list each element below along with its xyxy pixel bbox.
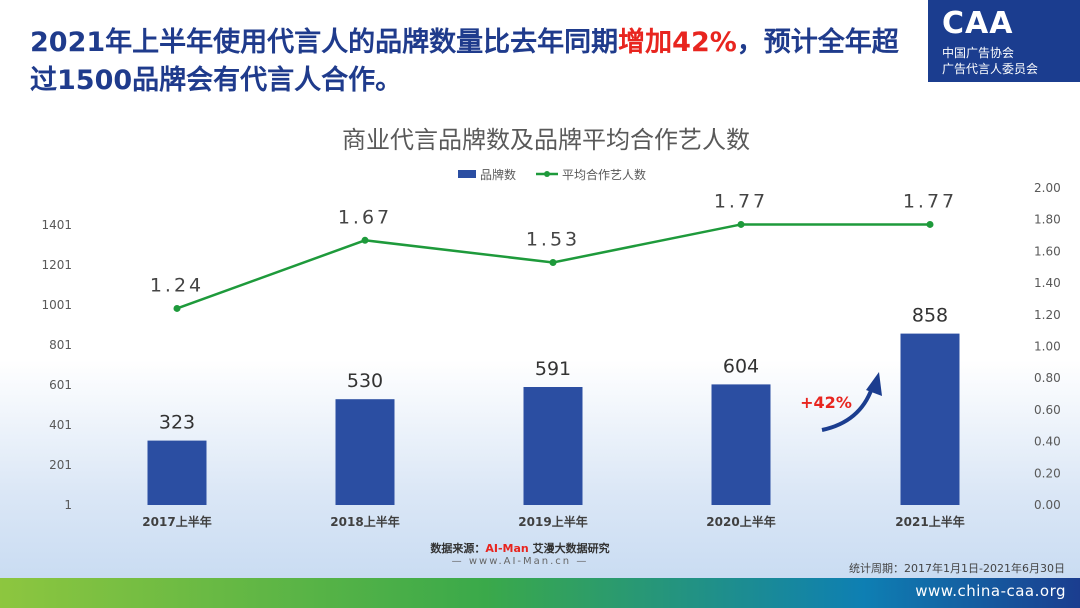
- legend-swatch-bar: [458, 170, 476, 178]
- left-tick-label: 1401: [41, 218, 72, 232]
- x-tick-label: 2017上半年: [142, 514, 211, 529]
- caa-logo: CAA 中国广告协会 广告代言人委员会: [928, 0, 1080, 82]
- right-tick-label: 1.80: [1034, 213, 1061, 227]
- growth-arrow-icon: [821, 387, 874, 432]
- chart-legend: 品牌数 平均合作艺人数: [458, 167, 646, 182]
- source-prefix: 数据来源：: [430, 542, 486, 555]
- left-tick-label: 401: [49, 418, 72, 432]
- logo-line-2: 广告代言人委员会: [942, 62, 1039, 76]
- right-tick-label: 2.00: [1034, 181, 1061, 195]
- bar-value-label: 858: [912, 305, 948, 327]
- logo-line-1: 中国广告协会: [942, 46, 1015, 60]
- line-point: [361, 236, 369, 244]
- line-point: [173, 304, 181, 312]
- right-tick-label: 0.00: [1034, 498, 1061, 512]
- bar: [900, 333, 960, 505]
- x-tick-label: 2020上半年: [706, 514, 775, 529]
- line-value-label: 1.67: [338, 206, 392, 228]
- left-tick-label: 1: [64, 498, 72, 512]
- line-point: [926, 220, 934, 228]
- data-source: 数据来源：AI-Man 艾漫大数据研究: [420, 540, 620, 556]
- bar-value-label: 530: [347, 370, 383, 392]
- legend-marker-line: [544, 171, 550, 177]
- bar: [711, 384, 771, 505]
- bar-value-label: 323: [159, 412, 195, 434]
- bar: [147, 440, 207, 505]
- growth-arrowhead-icon: [866, 372, 882, 396]
- combo-chart: 商业代言品牌数及品牌平均合作艺人数 品牌数 平均合作艺人数 12014016018…: [41, 126, 1061, 529]
- source-suffix: 艾漫大数据研究: [528, 542, 610, 555]
- right-tick-label: 1.60: [1034, 244, 1061, 258]
- right-axis: 0.00 0.20 0.40 0.60 0.80 1.00 1.20 1.40 1.60 1.80…: [1034, 181, 1061, 512]
- right-tick-label: 1.20: [1034, 308, 1061, 322]
- growth-annotation: +42%: [800, 372, 882, 432]
- source-url: — www.AI-Man.cn —: [451, 556, 589, 567]
- growth-annotation-label: +42%: [800, 393, 852, 412]
- legend-label-bar: 品牌数: [480, 167, 516, 182]
- page-headline: 2021年上半年使用代言人的品牌数量比去年同期增加42%，预计全年超过1500品…: [30, 24, 910, 100]
- headline-highlight: 增加42%: [618, 27, 737, 58]
- bar-series: 323 530 591 604 858: [147, 305, 960, 505]
- headline-text-1: 2021年上半年使用代言人的品牌数量比去年同期: [30, 27, 619, 58]
- right-tick-label: 0.40: [1034, 435, 1061, 449]
- line-series: 1.24 1.67 1.53 1.77 1.77: [150, 190, 957, 312]
- x-tick-label: 2021上半年: [895, 514, 964, 529]
- legend-label-line: 平均合作艺人数: [562, 167, 646, 182]
- line-value-label: 1.77: [903, 190, 957, 212]
- stat-period: 统计周期：2017年1月1日-2021年6月30日: [849, 562, 1065, 575]
- footer-bar: [0, 578, 1080, 608]
- right-tick-label: 0.80: [1034, 371, 1061, 385]
- line-value-label: 1.77: [714, 190, 768, 212]
- x-axis: 2017上半年 2018上半年 2019上半年 2020上半年 2021上半年: [142, 514, 964, 529]
- bar-value-label: 591: [535, 358, 571, 380]
- left-tick-label: 1001: [41, 298, 72, 312]
- line-point: [549, 258, 557, 266]
- source-brand: AI-Man: [485, 542, 529, 555]
- bar: [335, 399, 395, 505]
- line-point: [737, 220, 745, 228]
- right-tick-label: 0.20: [1034, 466, 1061, 480]
- headline-text-2: ，预计全年超过1500品牌会有代言人合作。: [30, 27, 899, 96]
- bar-value-label: 604: [723, 355, 759, 377]
- right-tick-label: 1.40: [1034, 276, 1061, 290]
- footer-site-link[interactable]: www.china-caa.org: [915, 582, 1066, 600]
- x-tick-label: 2018上半年: [330, 514, 399, 529]
- logo-mark: CAA: [942, 6, 1014, 41]
- chart-title: 商业代言品牌数及品牌平均合作艺人数: [342, 126, 750, 154]
- x-tick-label: 2019上半年: [518, 514, 587, 529]
- left-tick-label: 201: [49, 458, 72, 472]
- left-tick-label: 801: [49, 338, 72, 352]
- line-value-label: 1.53: [526, 228, 580, 250]
- left-tick-label: 601: [49, 378, 72, 392]
- right-tick-label: 0.60: [1034, 403, 1061, 417]
- right-tick-label: 1.00: [1034, 340, 1061, 354]
- bar: [523, 387, 583, 505]
- line-value-label: 1.24: [150, 274, 204, 296]
- left-tick-label: 1201: [41, 258, 72, 272]
